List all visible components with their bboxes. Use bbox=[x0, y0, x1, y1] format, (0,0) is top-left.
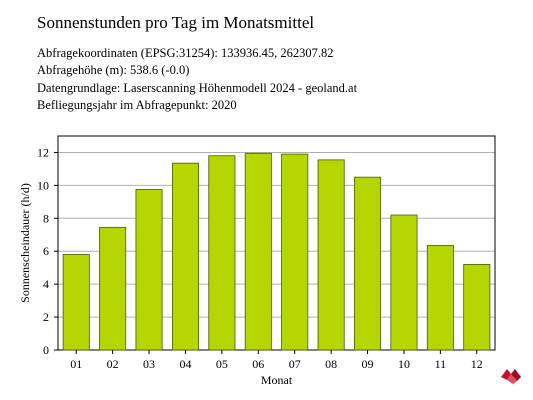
x-tick-label: 02 bbox=[107, 357, 119, 371]
y-axis-label: Sonnenscheindauer (h/d) bbox=[18, 183, 32, 303]
x-tick-label: 11 bbox=[435, 357, 447, 371]
bar bbox=[463, 263, 491, 351]
bar bbox=[281, 153, 309, 351]
bar bbox=[171, 162, 199, 351]
bar bbox=[426, 245, 454, 351]
x-tick-label: 06 bbox=[252, 357, 264, 371]
x-tick-label: 01 bbox=[70, 357, 82, 371]
plot-frame bbox=[57, 135, 496, 351]
geoland-logo-icon bbox=[501, 369, 521, 384]
chart-title: Sonnenstunden pro Tag im Monatsmittel bbox=[37, 13, 315, 32]
bar bbox=[99, 226, 127, 351]
info-elevation: Abfragehöhe (m): 538.6 (-0.0) bbox=[37, 63, 190, 78]
y-tick-label: 10 bbox=[37, 178, 49, 192]
x-axis-label: Monat bbox=[261, 373, 293, 387]
x-tick-label: 05 bbox=[216, 357, 228, 371]
info-flight-year: Befliegungsjahr im Abfragepunkt: 2020 bbox=[37, 98, 237, 113]
info-data-source: Datengrundlage: Laserscanning Höhenmodel… bbox=[37, 80, 358, 95]
x-tick-label: 08 bbox=[325, 357, 337, 371]
x-tick-label: 10 bbox=[398, 357, 410, 371]
bar bbox=[317, 159, 345, 351]
query-info: Abfragekoordinaten (EPSG:31254): 133936.… bbox=[37, 45, 357, 115]
bar bbox=[62, 254, 90, 351]
bar bbox=[208, 155, 236, 351]
x-tick-label: 07 bbox=[289, 357, 301, 371]
x-tick-label: 03 bbox=[143, 357, 155, 371]
x-tick-label: 12 bbox=[471, 357, 483, 371]
y-tick-label: 4 bbox=[43, 277, 49, 291]
y-tick-label: 0 bbox=[43, 343, 49, 357]
y-tick-label: 8 bbox=[43, 211, 49, 225]
y-tick-label: 2 bbox=[43, 310, 49, 324]
x-tick-label: 09 bbox=[362, 357, 374, 371]
bar bbox=[244, 152, 272, 351]
y-tick-label: 6 bbox=[43, 244, 49, 258]
info-coordinates: Abfragekoordinaten (EPSG:31254): 133936.… bbox=[37, 46, 334, 60]
x-tick-label: 04 bbox=[179, 357, 191, 371]
bar bbox=[135, 189, 163, 351]
bar bbox=[354, 176, 382, 351]
y-tick-label: 12 bbox=[37, 145, 49, 159]
bar bbox=[390, 214, 418, 351]
